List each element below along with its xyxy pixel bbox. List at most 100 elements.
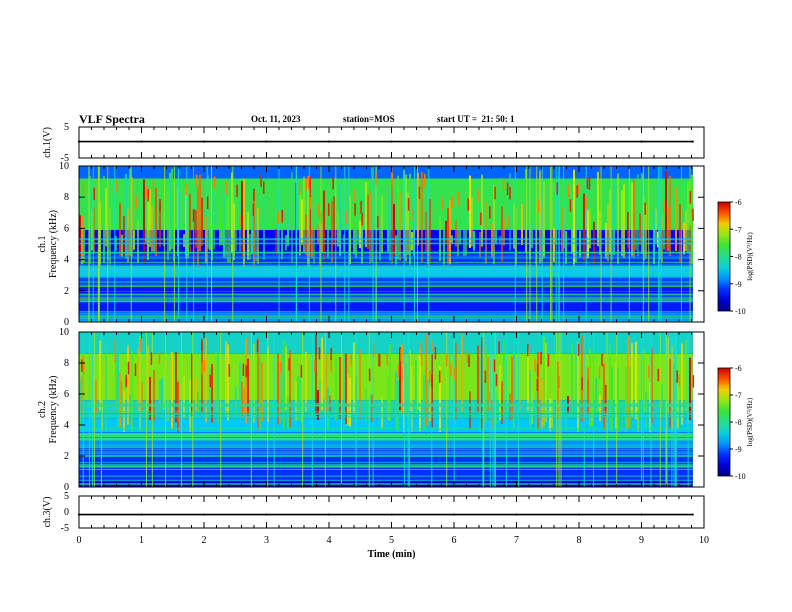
spectrogram-cell (627, 212, 629, 249)
spectrogram-cell (299, 376, 301, 422)
x-tick-label: 3 (264, 535, 269, 546)
y-tick-label: 5 (64, 122, 69, 133)
spectrogram-cell (509, 173, 511, 251)
spectrogram-cell (149, 189, 151, 248)
start-time-value: 21: 50: 1 (481, 114, 515, 124)
spectrogram-peak (412, 208, 414, 222)
spectrogram-peak (431, 374, 433, 387)
spectrogram-peak (260, 174, 262, 188)
spectrogram-peak (300, 365, 303, 378)
voltage-point (515, 513, 518, 516)
spectrogram-cell (301, 369, 303, 422)
spectrogram-peak (350, 354, 352, 368)
spectrogram-cell (427, 220, 429, 265)
spectrogram-cell (303, 176, 305, 253)
spectrogram-cell (99, 340, 101, 411)
spectrogram-cell (255, 221, 257, 261)
spectrogram-cell (495, 227, 497, 245)
x-tick-label: 7 (514, 535, 519, 546)
spectrogram-peak (114, 349, 117, 363)
spectrogram-cell (161, 378, 163, 412)
spectrogram-cell (207, 175, 209, 249)
spectrogram-cell (621, 401, 623, 431)
spectrogram-cell (503, 339, 505, 418)
spectrogram-cell (631, 182, 633, 258)
spectrogram-cell (243, 388, 245, 417)
spectrogram-peak (509, 186, 511, 200)
spectrogram-cell (147, 345, 149, 413)
voltage-point (452, 140, 456, 143)
spectrogram-cell (213, 183, 215, 250)
spectrogram-cell (177, 381, 179, 433)
spectrogram-cell (387, 186, 389, 252)
spectrogram-peak (577, 343, 580, 356)
spectrogram-peak (277, 211, 280, 224)
spectrogram-cell (513, 350, 515, 429)
spectrogram-peak (576, 185, 578, 198)
spectrogram-cell (565, 398, 567, 432)
spectrogram-cell (167, 187, 169, 261)
spectrogram-cell (81, 376, 83, 417)
spectrogram-cell (411, 231, 413, 251)
spectrogram-cell (481, 336, 483, 431)
spectrogram-cell (543, 336, 545, 427)
spectrogram-cell (583, 193, 585, 261)
spectrogram-cell (397, 175, 399, 260)
spectrogram-cell (499, 364, 501, 420)
x-tick-label: 10 (699, 535, 709, 546)
spectrogram-peak (323, 194, 325, 208)
spectrogram-peak (245, 365, 248, 378)
y-tick-label: 10 (59, 161, 69, 172)
spectrogram-peak (484, 370, 487, 384)
spectrogram-peak (120, 380, 123, 394)
spectrogram-peak (158, 351, 161, 365)
spectrogram-peak (330, 347, 332, 361)
spectrogram-cell (349, 377, 351, 427)
spectrogram-cell (599, 394, 601, 422)
spectrogram-cell (209, 181, 211, 251)
spectrogram-cell (611, 367, 613, 433)
spectrogram-cell (405, 174, 407, 262)
station-label: station= (343, 114, 375, 124)
spectrogram-cell (411, 366, 413, 433)
spectrogram-peak (239, 215, 241, 228)
spectrogram-cell (389, 344, 391, 421)
spectrogram-cell (511, 356, 513, 419)
y-tick-label: 4 (64, 255, 69, 266)
spectrogram-cell (235, 186, 237, 251)
spectrogram-cell (323, 190, 325, 261)
spectrogram-cell (163, 365, 165, 410)
start-time-field: start UT = 21: 50: 1 (437, 114, 514, 124)
voltage-point (202, 513, 206, 516)
voltage-point (140, 140, 143, 143)
y-tick-label: 6 (64, 389, 69, 400)
spectrogram-cell (275, 229, 277, 256)
x-tick-label: 1 (139, 535, 144, 546)
spectrogram-cell (195, 210, 197, 249)
spectrogram-cell (147, 189, 149, 260)
spectrogram-peak (445, 353, 448, 367)
spectrogram-cell (465, 195, 467, 256)
x-tick-label: 4 (327, 535, 332, 546)
spectrogram-cell (651, 347, 653, 424)
spectrogram-cell (531, 355, 533, 425)
spectrogram-peak (305, 178, 308, 191)
spectrogram-peak (468, 354, 470, 367)
spectrogram-cell (313, 226, 315, 264)
spectrogram-cell (243, 179, 245, 267)
spectrogram-peak (534, 359, 536, 372)
spectrogram-cell (571, 191, 573, 254)
y-tick-label: 8 (64, 358, 69, 369)
spectrogram-cell (327, 386, 329, 431)
spectrogram-peak (527, 343, 529, 357)
spectrogram-cell (197, 392, 199, 413)
voltage-point (202, 140, 206, 143)
spectrogram-cell (175, 351, 177, 423)
spectrogram-cell (151, 205, 153, 252)
spectrogram-peak (328, 203, 330, 216)
spectrogram-cell (439, 366, 441, 433)
spectrogram-peak (494, 186, 496, 200)
spectrogram-cell (521, 203, 523, 246)
spectrogram-cell (251, 208, 253, 255)
spectrogram-cell (81, 224, 83, 265)
